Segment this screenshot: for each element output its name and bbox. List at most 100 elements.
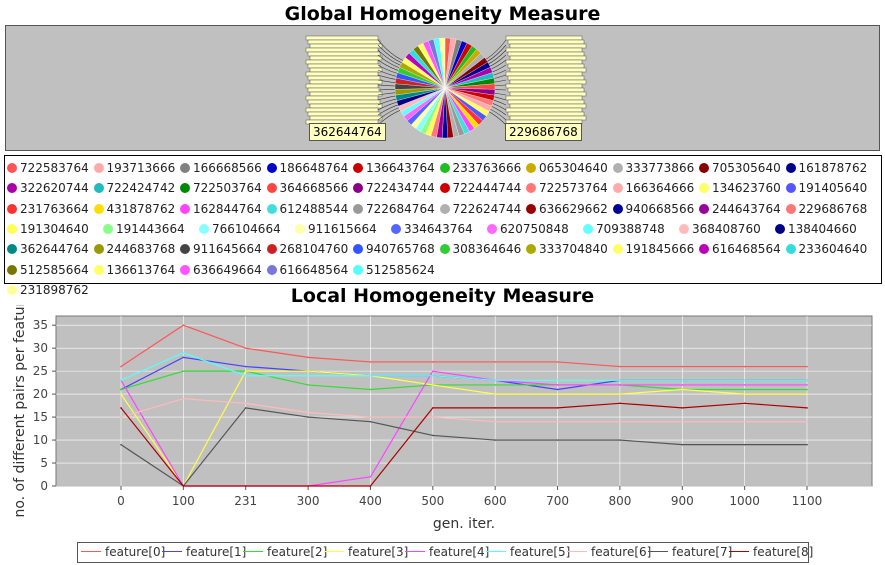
data-point xyxy=(307,356,309,359)
legend-label: 364668566 xyxy=(279,181,349,196)
data-point xyxy=(307,374,309,377)
legend-item: 166668566 xyxy=(180,161,262,175)
legend-label: 512585664 xyxy=(20,262,89,277)
data-point xyxy=(681,388,684,391)
legend-label: 333704840 xyxy=(539,242,608,257)
data-point xyxy=(369,416,372,418)
legend-color-swatch xyxy=(7,284,17,295)
legend-item: 512585624 xyxy=(353,263,435,277)
series-line-3 xyxy=(120,370,807,488)
data-point xyxy=(681,365,684,368)
legend-color-swatch xyxy=(7,163,17,173)
legend-label: 722624744 xyxy=(452,201,522,216)
legend-label: 229686768 xyxy=(798,201,868,216)
global-pie-panel: 362644764 229686768 xyxy=(5,25,880,151)
data-point xyxy=(120,379,122,382)
data-point xyxy=(182,351,185,354)
legend-label: 244643764 xyxy=(712,201,781,216)
pie-legend: 722583764 193713666 166668566 186648764 1366… xyxy=(4,155,882,297)
series-legend-label: feature[8] xyxy=(753,545,814,559)
data-point xyxy=(743,443,746,446)
data-point xyxy=(494,379,496,382)
data-point xyxy=(619,393,621,395)
legend-label: 722434744 xyxy=(366,181,435,196)
legend-label: 616648564 xyxy=(279,262,349,277)
y-tick-label: 15 xyxy=(33,410,48,424)
legend-color-swatch xyxy=(180,183,190,194)
x-tick-label: 800 xyxy=(608,494,631,508)
data-point xyxy=(619,365,621,368)
legend-label: 722573764 xyxy=(539,181,608,196)
legend-color-swatch xyxy=(7,223,17,234)
series-legend-label: feature[4] xyxy=(429,545,490,559)
x-tick-label: 231 xyxy=(234,494,257,508)
data-point xyxy=(619,379,621,382)
legend-color-swatch xyxy=(612,163,623,173)
data-point xyxy=(307,416,309,418)
legend-color-swatch xyxy=(699,203,709,214)
data-point xyxy=(432,407,434,409)
y-tick-label: 0 xyxy=(40,479,48,493)
series-line-7 xyxy=(120,407,807,487)
legend-item: 722434744 xyxy=(353,181,435,195)
legend-item: 333773866 xyxy=(612,161,695,175)
pie-label-right: 229686768 xyxy=(505,123,582,141)
legend-label: 334643764 xyxy=(404,221,473,236)
data-point xyxy=(432,374,434,377)
series-legend-item: feature[5] xyxy=(486,545,570,559)
data-point xyxy=(244,374,247,377)
data-point xyxy=(806,388,808,391)
legend-label: 512585624 xyxy=(366,262,435,277)
legend-color-swatch xyxy=(391,223,401,234)
series-line-6 xyxy=(120,398,807,423)
series-legend-item: feature[7] xyxy=(648,545,732,559)
legend-item: 722503764 xyxy=(180,181,262,195)
legend-label: 231898762 xyxy=(20,282,89,297)
data-point xyxy=(120,416,122,418)
legend-item: 186648764 xyxy=(266,161,348,175)
data-point xyxy=(806,420,808,423)
legend-color-swatch xyxy=(439,244,450,255)
legend-label: 191405640 xyxy=(798,181,868,196)
data-point xyxy=(307,485,309,487)
legend-item: 162844764 xyxy=(180,202,262,216)
legend-label: 362644764 xyxy=(20,242,89,257)
data-point xyxy=(681,420,684,423)
legend-label: 191845666 xyxy=(625,242,695,257)
series-legend-label: feature[6] xyxy=(591,545,652,559)
legend-item: 191845666 xyxy=(612,242,695,257)
legend-item: 244683768 xyxy=(93,242,176,257)
data-point xyxy=(307,384,309,386)
x-tick-label: 500 xyxy=(421,494,444,508)
legend-label: 138404660 xyxy=(788,221,857,236)
data-point xyxy=(743,393,746,395)
legend-label: 191304640 xyxy=(20,221,89,236)
legend-color-swatch xyxy=(266,163,277,173)
legend-label: 333773866 xyxy=(625,161,695,175)
legend-item: 722684764 xyxy=(353,202,435,216)
x-tick-label: 0 xyxy=(117,494,125,508)
data-point xyxy=(244,365,247,368)
legend-item: 333704840 xyxy=(526,242,608,256)
series-legend-label: feature[0] xyxy=(105,545,166,559)
y-tick-label: 20 xyxy=(33,387,48,401)
y-tick-label: 5 xyxy=(40,456,48,470)
legend-item: 940668566 xyxy=(612,202,694,216)
data-point xyxy=(244,347,247,349)
series-legend-item: feature[2] xyxy=(243,545,327,559)
legend-label: 244683768 xyxy=(106,242,176,257)
legend-label: 431878762 xyxy=(106,201,176,216)
legend-color-swatch xyxy=(353,183,363,194)
legend-color-swatch xyxy=(526,203,536,214)
pie-label-left: 362644764 xyxy=(309,123,386,141)
data-point xyxy=(494,407,496,409)
legend-label: 322620744 xyxy=(20,181,89,196)
legend-color-swatch xyxy=(785,244,796,255)
legend-item: 268104760 xyxy=(266,242,348,256)
data-point xyxy=(307,370,309,372)
legend-color-swatch xyxy=(526,163,536,173)
data-point xyxy=(806,393,808,395)
series-legend-swatch xyxy=(567,551,587,552)
legend-item: 322620744 xyxy=(7,181,89,195)
data-point xyxy=(432,434,434,437)
